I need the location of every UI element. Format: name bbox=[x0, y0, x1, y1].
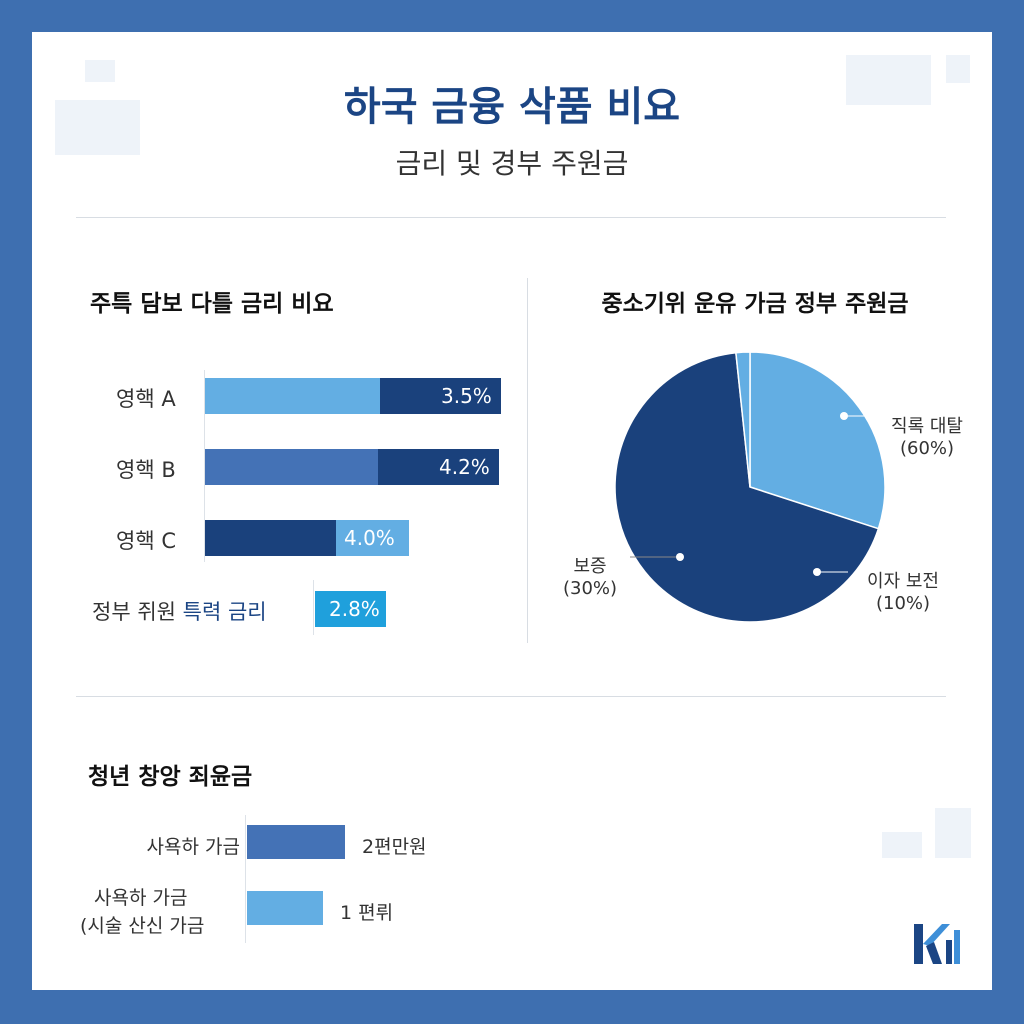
rate-bar-segment bbox=[336, 520, 409, 556]
gov-rate-bar: 2.8% bbox=[315, 591, 386, 627]
pie-slice-direct-loan bbox=[749, 351, 886, 530]
rate-bar-segment bbox=[205, 520, 336, 556]
pie-slice-sliver bbox=[735, 351, 751, 488]
decor-square bbox=[935, 808, 971, 858]
pie-title: 중소기위 운유 가금 정부 주원금 bbox=[601, 291, 909, 317]
youth-row-value: 2편만원 bbox=[362, 836, 427, 858]
slice-pct: (60%) bbox=[899, 438, 955, 459]
gov-rate-value: 2.8% bbox=[329, 597, 380, 621]
gov-label-part: 정부 쥐원 bbox=[92, 600, 176, 624]
decor-square bbox=[55, 100, 140, 155]
decor-square bbox=[85, 60, 115, 82]
rate-bar-segment bbox=[205, 378, 380, 414]
gov-label-highlight: 특력 금리 bbox=[182, 600, 267, 624]
divider bbox=[76, 696, 946, 697]
youth-title: 청년 창앙 죄윤금 bbox=[88, 764, 253, 790]
rate-bar-segment bbox=[205, 449, 378, 485]
axis-line bbox=[245, 815, 246, 943]
mortgage-title: 주특 담보 다틀 금리 비요 bbox=[90, 291, 334, 317]
divider bbox=[76, 217, 946, 218]
axis-line bbox=[204, 370, 205, 562]
rate-bar-segment bbox=[378, 449, 499, 485]
slice-label: 보증 bbox=[573, 556, 607, 577]
decor-square bbox=[846, 55, 931, 105]
bank-label: 영핵 B bbox=[116, 458, 176, 482]
label-line: (시술 산신 가금 bbox=[80, 915, 205, 937]
rate-bar-segment bbox=[380, 378, 501, 414]
leader-dot bbox=[813, 568, 821, 576]
youth-row-label: 사욕하 가금 (시술 산신 가금 bbox=[80, 884, 240, 940]
pie-label-interest: 이자 보전 (10%) bbox=[848, 567, 958, 614]
axis-line bbox=[313, 580, 314, 635]
youth-bar bbox=[247, 825, 345, 859]
slice-pct: (10%) bbox=[875, 593, 931, 614]
rate-value: 4.0% bbox=[344, 526, 395, 550]
pie-label-guarantee: 보증 (30%) bbox=[550, 552, 630, 599]
rate-value: 4.2% bbox=[439, 455, 490, 479]
slice-pct: (30%) bbox=[562, 578, 618, 599]
youth-row-value: 1 편뤼 bbox=[340, 902, 394, 924]
slice-label: 직록 대탈 bbox=[891, 416, 963, 437]
page-subtitle: 금리 및 경부 주원금 bbox=[395, 147, 629, 180]
youth-row-label: 사욕하 가금 bbox=[146, 836, 240, 858]
pie-chart bbox=[614, 351, 886, 623]
leader-dot bbox=[676, 553, 684, 561]
page-title: 하국 금융 삭품 비요 bbox=[343, 84, 681, 130]
bank-label: 영핵 C bbox=[116, 529, 176, 553]
label-line: 사욕하 가금 bbox=[94, 887, 188, 909]
brand-logo bbox=[914, 924, 960, 964]
pie-label-direct-loan: 직록 대탈 (60%) bbox=[872, 412, 982, 459]
gov-rate-label: 정부 쥐원 특력 금리 bbox=[92, 596, 267, 626]
bank-label: 영핵 A bbox=[116, 387, 176, 411]
leader-dot bbox=[840, 412, 848, 420]
slice-label: 이자 보전 bbox=[867, 571, 939, 592]
decor-square bbox=[946, 55, 970, 83]
divider bbox=[527, 278, 528, 643]
youth-bar bbox=[247, 891, 324, 925]
decor-square bbox=[882, 832, 922, 858]
rate-value: 3.5% bbox=[441, 384, 492, 408]
